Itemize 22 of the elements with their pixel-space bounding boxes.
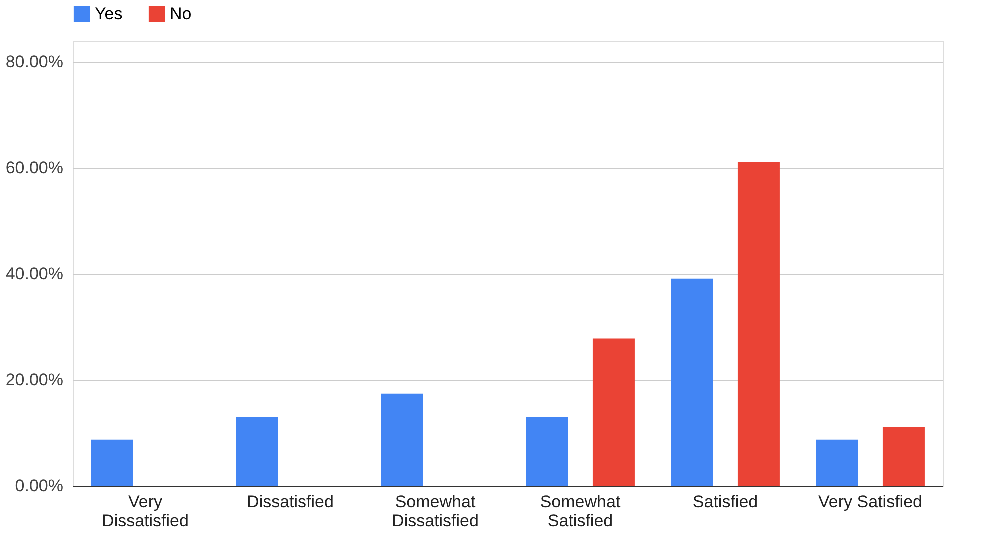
bar <box>526 417 568 486</box>
legend-label: Yes <box>95 4 123 24</box>
bar <box>91 440 134 486</box>
y-tick-label: 40.00% <box>6 264 64 284</box>
x-tick-label: Somewhat Satisfied <box>540 492 621 530</box>
x-tick-label: Very Dissatisfied <box>102 492 189 530</box>
y-tick-label: 80.00% <box>6 52 64 72</box>
x-tick-label: Somewhat Dissatisfied <box>392 492 479 530</box>
bar <box>816 440 858 486</box>
y-tick-label: 60.00% <box>6 158 64 178</box>
y-tick-label: 0.00% <box>15 476 64 496</box>
bar <box>882 427 925 486</box>
legend-label: No <box>170 4 192 24</box>
y-tick-label: 20.00% <box>6 370 64 390</box>
x-tick-label: Very Satisfied <box>818 492 922 512</box>
bar <box>671 278 714 486</box>
x-tick-label: Satisfied <box>692 492 758 512</box>
bar <box>738 162 780 486</box>
x-tick-label: Dissatisfied <box>247 492 334 512</box>
bar <box>236 417 278 486</box>
bar <box>592 338 635 486</box>
bar <box>381 394 424 486</box>
